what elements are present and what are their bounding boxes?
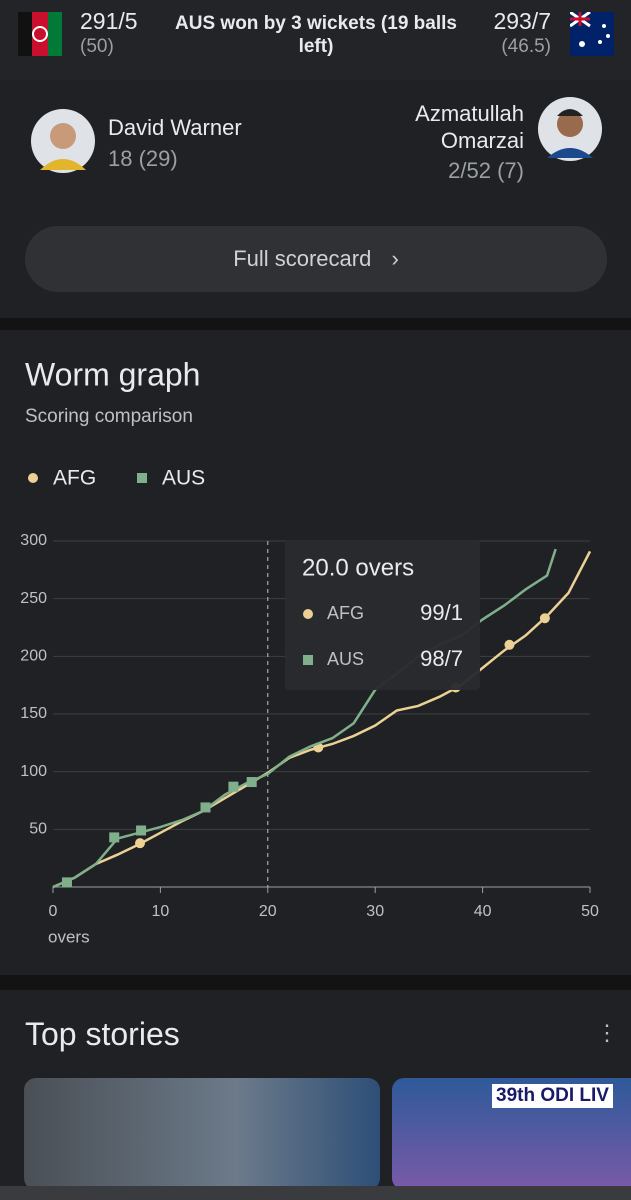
tooltip-label: AUS — [327, 649, 364, 669]
legend-label: AUS — [162, 467, 205, 490]
afg-flag — [18, 12, 62, 56]
player-name: Azmatullah Omarzai — [415, 101, 524, 153]
tooltip-value: 98/7 — [420, 646, 463, 671]
section-title: Top stories — [25, 1016, 180, 1052]
player-avatar — [31, 109, 95, 173]
legend-marker — [28, 473, 38, 483]
full-scorecard-button[interactable]: Full scorecard › — [25, 226, 607, 292]
wicket-marker — [504, 639, 515, 650]
more-button[interactable]: ⋮ — [596, 1020, 618, 1045]
player-stat: 2/52 (7) — [448, 158, 524, 183]
player-name: David Warner — [108, 115, 242, 140]
y-tick-label: 50 — [29, 821, 47, 838]
top-stories: Top stories ⋮ 39th ODI LIV — [0, 990, 631, 1200]
x-tick-label: 50 — [581, 903, 599, 920]
team1-score: 291/5 — [80, 8, 138, 34]
y-tick-label: 250 — [20, 590, 47, 607]
tooltip-value: 99/1 — [420, 600, 463, 625]
x-tick-label: 30 — [366, 903, 384, 920]
wicket-marker — [228, 781, 239, 792]
chart-title: Worm graph — [25, 356, 200, 392]
story-image[interactable]: 39th ODI LIV — [392, 1078, 631, 1190]
x-tick-label: 10 — [152, 903, 170, 920]
tooltip-label: AFG — [327, 603, 364, 623]
wicket-marker — [246, 777, 257, 788]
worm-graph: Worm graph Scoring comparison overs AFG A… — [0, 330, 631, 975]
wicket-marker — [200, 802, 211, 813]
legend-marker — [137, 473, 147, 483]
legend-label: AFG — [53, 467, 96, 490]
tooltip-title: 20.0 overs — [302, 554, 414, 581]
tooltip — [285, 540, 480, 690]
player-avatar — [538, 97, 602, 161]
aus-flag — [570, 12, 614, 56]
team2-score: 293/7 — [493, 8, 551, 34]
chart-subtitle: Scoring comparison — [25, 406, 193, 427]
y-tick-label: 150 — [20, 705, 47, 722]
match-result: AUS won by 3 wickets (19 balls left) — [175, 13, 457, 57]
wicket-marker — [539, 613, 550, 624]
x-tick-label: 40 — [474, 903, 492, 920]
wicket-marker — [109, 832, 120, 843]
x-axis-label: overs — [48, 927, 90, 946]
player-stat: 18 (29) — [108, 146, 178, 171]
tooltip-marker — [303, 655, 313, 665]
team1-overs: (50) — [80, 36, 114, 57]
x-tick-label: 0 — [49, 903, 58, 920]
button-label: Full scorecard — [233, 246, 372, 271]
y-tick-label: 200 — [20, 648, 47, 665]
y-tick-label: 100 — [20, 763, 47, 780]
wicket-marker — [134, 838, 145, 849]
players-card: David Warner 18 (29) Azmatullah Omarzai … — [0, 80, 631, 318]
bottom-bar — [0, 1186, 631, 1200]
wicket-marker — [136, 825, 147, 836]
story-image[interactable] — [24, 1078, 380, 1190]
image-badge: 39th ODI LIV — [492, 1084, 613, 1108]
team2-overs: (46.5) — [501, 36, 551, 57]
x-tick-label: 20 — [259, 903, 277, 920]
y-tick-label: 300 — [20, 532, 47, 549]
wicket-marker — [61, 877, 72, 888]
tooltip-marker — [303, 609, 313, 619]
score-header: 291/5 (50) AUS won by 3 wickets (19 ball… — [0, 0, 631, 80]
